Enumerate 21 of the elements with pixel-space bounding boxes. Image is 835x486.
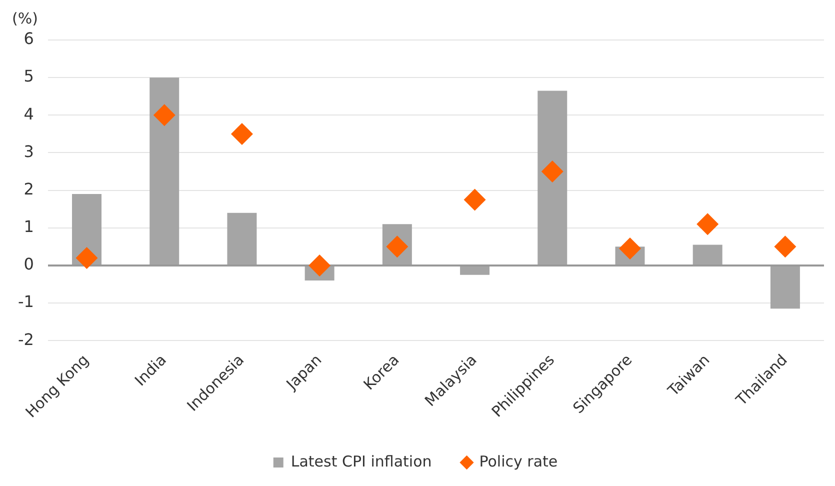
legend-label: Policy rate (479, 452, 558, 470)
point (464, 188, 486, 211)
y-tick-label: 1 (24, 217, 34, 236)
y-tick-label: 4 (24, 104, 34, 124)
y-tick-label: -1 (18, 292, 34, 312)
point (541, 160, 564, 183)
point (76, 246, 98, 269)
y-tick-label: 2 (24, 179, 34, 198)
legend-label: Latest CPI inflation (290, 452, 432, 470)
y-tick-label: 0 (24, 254, 34, 274)
y-axis-title: (%) (12, 9, 38, 28)
y-tick-label: 3 (24, 142, 34, 161)
y-tick-label: -2 (18, 330, 34, 349)
point (230, 122, 253, 145)
point (774, 236, 796, 258)
point (153, 104, 176, 126)
point (618, 238, 641, 260)
point (308, 254, 331, 276)
y-tick-label: 5 (24, 66, 34, 86)
point (696, 213, 719, 236)
y-tick-label: 6 (24, 29, 34, 48)
